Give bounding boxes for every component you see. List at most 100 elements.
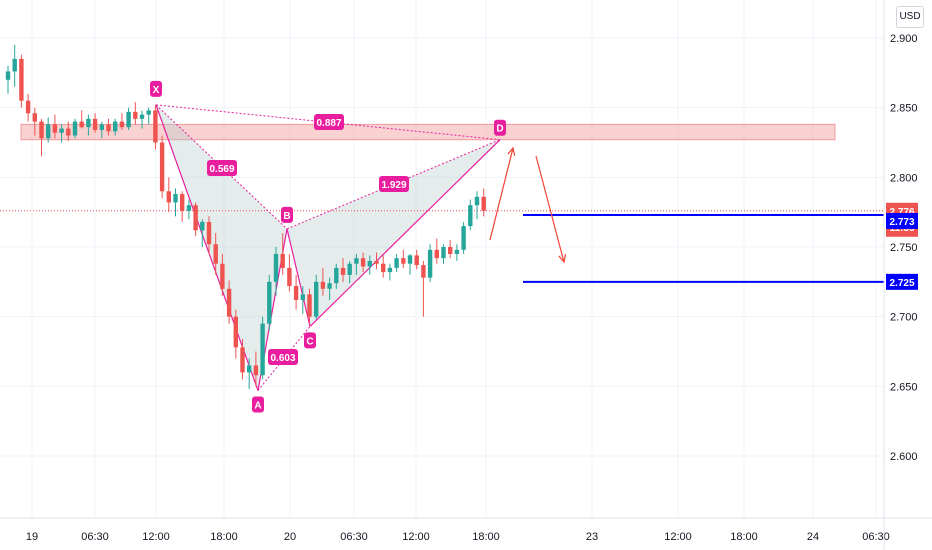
candle-body (414, 255, 419, 266)
candle-body (474, 196, 480, 206)
candle-body (193, 205, 198, 231)
candle-body (19, 58, 24, 101)
candle-body (407, 255, 413, 264)
candle-body (280, 253, 285, 268)
candle-body (233, 316, 238, 348)
candle-body (327, 283, 332, 289)
x-tick-label: 12:00 (142, 531, 170, 543)
projection-arrows[interactable] (489, 146, 567, 264)
pattern-point-label: C (306, 336, 313, 347)
x-tick-label: 18:00 (472, 531, 500, 543)
candle-body (226, 288, 232, 317)
candle-body (260, 323, 265, 376)
candle-body (427, 249, 433, 278)
y-tick-label: 2.900 (890, 33, 918, 45)
arrow-up-head (507, 146, 516, 156)
candle-body (320, 281, 326, 289)
pattern-point-label: X (153, 85, 160, 96)
arrow-up[interactable] (489, 147, 514, 241)
candle-body (213, 244, 218, 264)
ratio-label-bg (268, 349, 298, 365)
x-tick-label: 06:30 (340, 531, 368, 543)
pattern-leg[interactable] (309, 139, 501, 327)
target-lines[interactable] (523, 213, 884, 283)
y-tick-label: 2.600 (890, 451, 918, 463)
candle-body (421, 265, 426, 278)
candle-body (186, 205, 192, 211)
harmonic-pattern[interactable]: X A B C D 0.887 0.569 0.603 1.929 (150, 80, 506, 413)
candle-body (334, 267, 339, 284)
pattern-leg[interactable] (155, 104, 259, 391)
candle-body (200, 221, 205, 231)
candle-body (92, 118, 98, 130)
candle-body (106, 124, 111, 132)
y-tick-label: 2.700 (890, 312, 918, 324)
y-tick-label: 2.650 (890, 381, 918, 393)
grid-lines (0, 0, 884, 518)
x-tick-label: 06:30 (862, 531, 890, 543)
candle-body (273, 253, 279, 282)
candle-body (86, 118, 91, 128)
candles (0, 44, 884, 390)
ratio-label-bg (314, 114, 344, 130)
candle-body (79, 121, 84, 128)
candle-body (340, 267, 346, 275)
arrow-down[interactable] (535, 155, 565, 263)
candle-body (133, 111, 138, 119)
candle-body (374, 260, 379, 264)
x-tick-label: 12:00 (402, 531, 430, 543)
pattern-leg[interactable] (286, 228, 311, 327)
candle-body (39, 121, 44, 139)
ratio-label: 1.929 (381, 180, 406, 191)
candle-body (267, 281, 272, 324)
candle-body (461, 226, 466, 250)
candle-body (99, 124, 104, 130)
candle-body (66, 128, 71, 136)
candle-body (247, 365, 252, 373)
candle-body (468, 205, 473, 227)
arrow-down-head (558, 254, 567, 264)
candle-body (293, 286, 299, 300)
pattern-triangle-xab (156, 104, 287, 391)
y-tick-label: 2.750 (890, 242, 918, 254)
pattern-point-label-bg (281, 206, 293, 223)
target-price-label-bg (886, 273, 918, 290)
candle-body (59, 128, 64, 133)
pattern-point-label: A (254, 401, 261, 412)
candle-body (32, 113, 37, 122)
candle-body (287, 267, 292, 287)
x-tick-label: 19 (26, 531, 38, 543)
candle-body (173, 194, 178, 203)
x-tick-label: 12:00 (664, 531, 692, 543)
candle-body (381, 263, 386, 273)
candle-body (166, 191, 171, 203)
candle-body (454, 249, 460, 254)
y-tick-label: 2.850 (890, 103, 918, 115)
currency-button[interactable]: USD (896, 6, 924, 28)
candle-body (46, 124, 51, 139)
candle-body (146, 110, 151, 115)
candle-body (25, 100, 31, 114)
candle-body (481, 196, 486, 211)
target-price-label: 2.773 (889, 217, 914, 228)
candle-body (12, 58, 17, 72)
candle-body (139, 114, 145, 119)
candle-body (240, 347, 245, 373)
candle-body (401, 258, 406, 264)
x-tick-label: 18:00 (210, 531, 238, 543)
ratio-label: 0.569 (209, 164, 234, 175)
x-tick-label: 20 (284, 531, 296, 543)
pattern-point-label-bg (252, 396, 264, 413)
candle-body (153, 110, 158, 143)
candle-body (360, 258, 366, 267)
candle-body (220, 263, 225, 289)
candle-body (367, 260, 372, 267)
candle-body (206, 221, 212, 245)
pattern-point-label-bg (304, 332, 316, 349)
pattern-triangle-bcd (287, 139, 500, 327)
pattern-point-label-bg (494, 119, 506, 136)
candle-body (434, 249, 439, 259)
pattern-ratio-line (286, 139, 501, 230)
